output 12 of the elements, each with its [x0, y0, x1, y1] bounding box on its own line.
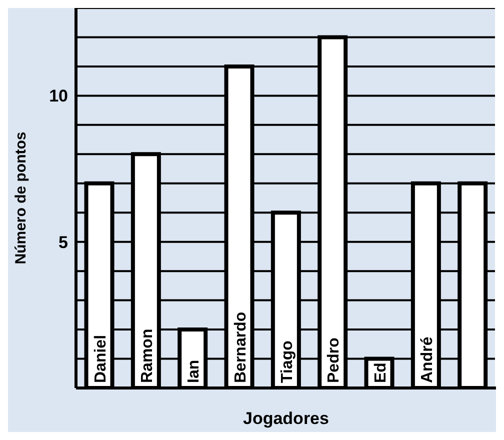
x-tick-label: Pedro: [326, 337, 343, 383]
x-tick-label: André: [418, 336, 436, 383]
x-tick-label: Ramon: [138, 328, 156, 383]
y-tick-label: 5: [58, 232, 68, 252]
x-tick-label: Ed: [372, 362, 390, 383]
y-axis-title: Número de pontos: [12, 132, 30, 264]
x-axis-title: Jogadores: [243, 409, 329, 428]
x-tick-label: Tiago: [278, 340, 296, 383]
x-tick-label: Ian: [186, 360, 203, 383]
x-tick-label: Daniel: [92, 334, 110, 383]
y-tick-label: 10: [49, 86, 68, 106]
x-tick-label: Bernardo: [232, 312, 250, 383]
